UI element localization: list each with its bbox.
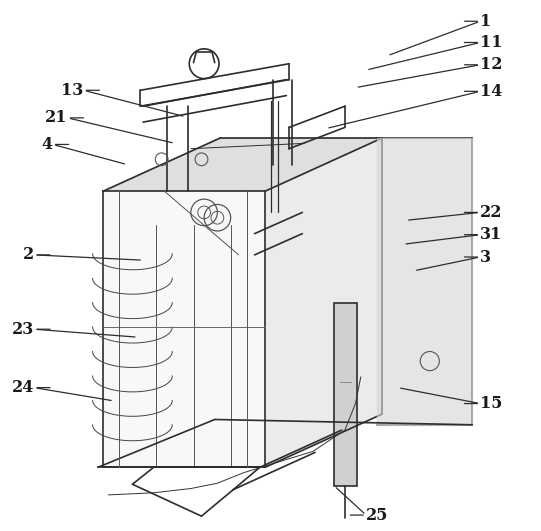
Text: 21: 21 [45,109,68,126]
Text: 24: 24 [12,379,34,396]
Text: 25: 25 [366,507,388,524]
Text: 22: 22 [480,204,503,221]
Text: 15: 15 [480,395,503,412]
Polygon shape [103,138,382,191]
Polygon shape [265,138,382,467]
Polygon shape [103,191,265,467]
Text: 2: 2 [23,246,34,263]
Text: 13: 13 [61,82,84,99]
Text: 23: 23 [12,321,34,338]
Text: 31: 31 [480,226,503,243]
Text: 12: 12 [480,56,503,73]
Text: 14: 14 [480,83,503,100]
Text: 1: 1 [480,13,491,30]
Text: 11: 11 [480,34,503,51]
Polygon shape [377,138,472,425]
Text: 4: 4 [42,136,53,153]
Bar [334,303,357,486]
Text: 3: 3 [480,249,491,266]
